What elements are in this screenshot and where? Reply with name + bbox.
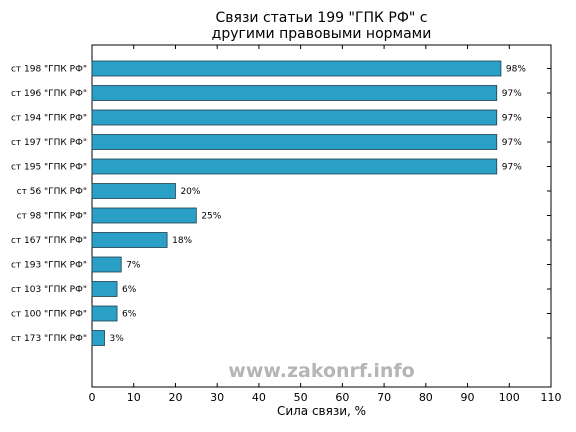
bar <box>91 60 502 77</box>
category-label: ст 103 "ГПК РФ" <box>11 285 87 295</box>
data-label: 97% <box>502 163 522 173</box>
data-label: 25% <box>201 212 221 222</box>
x-tick-label: 20 <box>168 391 182 404</box>
bar <box>91 158 498 175</box>
bar <box>91 134 498 150</box>
data-label: 97% <box>502 114 522 124</box>
data-label: 18% <box>172 236 192 246</box>
data-label: 6% <box>122 285 137 295</box>
data-label: 7% <box>126 261 141 271</box>
data-label: 20% <box>180 187 200 197</box>
bar <box>91 281 118 297</box>
category-label: ст 195 "ГПК РФ" <box>11 163 87 173</box>
category-label: ст 173 "ГПК РФ" <box>11 334 87 344</box>
bar <box>91 183 176 199</box>
data-label: 97% <box>502 89 522 99</box>
data-label: 98% <box>506 65 526 75</box>
data-label: 3% <box>110 334 125 344</box>
bar <box>91 330 105 346</box>
category-label: ст 100 "ГПК РФ" <box>11 310 87 320</box>
bar <box>91 109 498 126</box>
category-label: ст 194 "ГПК РФ" <box>11 114 87 124</box>
category-label: ст 56 "ГПК РФ" <box>17 187 87 197</box>
x-tick-label: 40 <box>252 391 266 404</box>
bar <box>91 305 118 322</box>
category-label: ст 193 "ГПК РФ" <box>11 261 87 271</box>
x-tick-label: 90 <box>461 391 475 404</box>
data-label: 6% <box>122 310 137 320</box>
x-tick-label: 80 <box>419 391 433 404</box>
category-label: ст 196 "ГПК РФ" <box>11 89 87 99</box>
x-tick-label: 10 <box>127 391 141 404</box>
bar <box>91 232 168 248</box>
watermark-text: www.zakonrf.info <box>228 360 415 382</box>
chart-title-line-1: Связи статьи 199 "ГПК РФ" с <box>215 10 428 26</box>
category-label: ст 167 "ГПК РФ" <box>11 236 87 246</box>
x-tick-label: 110 <box>541 391 562 404</box>
bar <box>91 85 498 101</box>
data-label: 97% <box>502 138 522 148</box>
x-axis-label: Сила связи, % <box>276 404 367 418</box>
bar <box>91 256 122 273</box>
x-tick-label: 100 <box>499 391 520 404</box>
x-tick-label: 0 <box>89 391 96 404</box>
x-tick-label: 70 <box>377 391 391 404</box>
bar <box>91 207 197 224</box>
category-label: ст 98 "ГПК РФ" <box>17 212 87 222</box>
category-label: ст 197 "ГПК РФ" <box>11 138 87 148</box>
category-label: ст 198 "ГПК РФ" <box>11 65 87 75</box>
chart-title-line-2: другими правовыми нормами <box>211 26 432 42</box>
x-tick-label: 30 <box>210 391 224 404</box>
x-tick-label: 50 <box>294 391 308 404</box>
x-tick-label: 60 <box>335 391 349 404</box>
